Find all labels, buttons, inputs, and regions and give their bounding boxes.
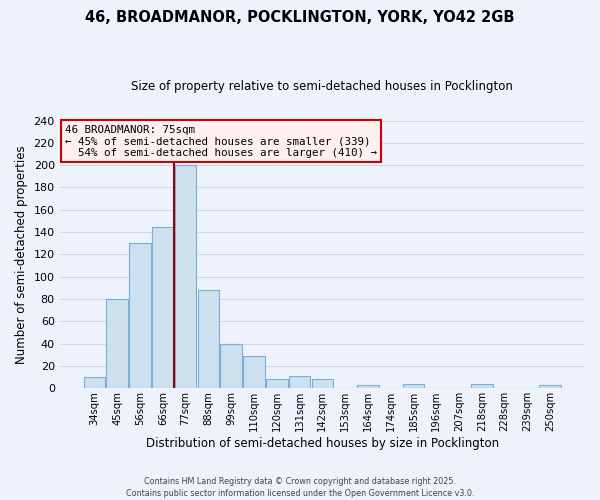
Bar <box>197 290 219 388</box>
Bar <box>106 299 128 388</box>
Text: 46, BROADMANOR, POCKLINGTON, YORK, YO42 2GB: 46, BROADMANOR, POCKLINGTON, YORK, YO42 … <box>85 10 515 25</box>
Bar <box>83 377 105 388</box>
Bar <box>175 165 196 388</box>
Bar <box>539 385 561 388</box>
Y-axis label: Number of semi-detached properties: Number of semi-detached properties <box>15 145 28 364</box>
Bar <box>471 384 493 388</box>
Text: Contains HM Land Registry data © Crown copyright and database right 2025.
Contai: Contains HM Land Registry data © Crown c… <box>126 476 474 498</box>
Bar <box>403 384 424 388</box>
Bar <box>357 385 379 388</box>
Bar <box>289 376 310 388</box>
X-axis label: Distribution of semi-detached houses by size in Pocklington: Distribution of semi-detached houses by … <box>146 437 499 450</box>
Text: 46 BROADMANOR: 75sqm
← 45% of semi-detached houses are smaller (339)
  54% of se: 46 BROADMANOR: 75sqm ← 45% of semi-detac… <box>65 124 377 158</box>
Bar <box>152 226 173 388</box>
Bar <box>220 344 242 388</box>
Bar <box>266 380 287 388</box>
Bar <box>129 244 151 388</box>
Bar <box>243 356 265 388</box>
Bar <box>311 380 333 388</box>
Title: Size of property relative to semi-detached houses in Pocklington: Size of property relative to semi-detach… <box>131 80 513 93</box>
